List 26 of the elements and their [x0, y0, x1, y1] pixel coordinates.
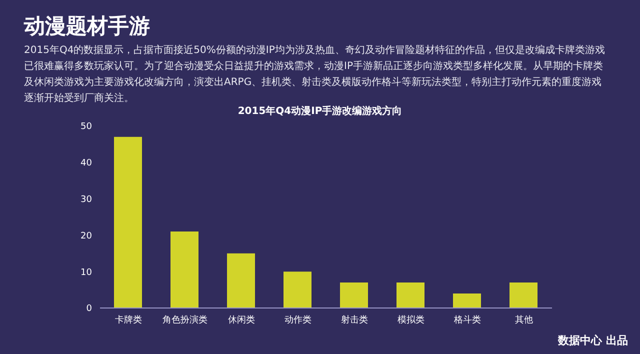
y-tick-label: 0 — [86, 304, 92, 314]
y-tick-label: 50 — [80, 122, 92, 132]
x-tick-label: 格斗类 — [452, 314, 481, 326]
x-tick-label: 其他 — [514, 314, 533, 326]
bar — [510, 282, 538, 308]
y-tick-label: 30 — [80, 194, 92, 205]
bar — [114, 136, 142, 308]
chart-title: 动漫题材手游 — [24, 13, 150, 40]
y-tick-label: 10 — [80, 268, 92, 278]
bar — [284, 272, 312, 308]
x-tick-label: 卡牌类 — [114, 314, 142, 326]
x-tick-label: 休闲类 — [228, 314, 255, 326]
x-axis-title: 2015年Q4动漫IP手游改编游戏方向 — [236, 104, 404, 118]
y-tick-label: 40 — [80, 158, 92, 169]
bar — [170, 232, 198, 308]
y-tick-label: 20 — [80, 231, 92, 242]
x-tick-label: 射击类 — [340, 314, 368, 326]
bar — [396, 282, 424, 308]
text: 数据中心 出品 — [558, 333, 628, 348]
bar — [340, 282, 368, 308]
bar — [227, 253, 255, 308]
x-tick-label: 角色扮演类 — [162, 314, 208, 326]
bar — [453, 293, 481, 308]
x-tick-label: 模拟类 — [397, 314, 424, 326]
chart-subtitle: 2015年Q4的数据显示，占据市面接近50%份额的动漫IP均为涉及热血、奇幻及动作冒险题材特征的作品，但仅是改编成卡牌类游戏已很难赢得多数玩家认可。为了迎合动漫受众日益提升的游戏需求，动漫IP手游新品正逐步向游戏类型多样化发展。从早期的卡牌类及休闲类游戏为主要游戏化改编方向，演变出ARPG、挂机类、射击类及横版动作格斗等新玩法类型，特别主打动作元素的重度游戏逐渐开始受到厂商关注。 — [24, 44, 606, 105]
x-tick-label: 动作类 — [284, 314, 312, 326]
